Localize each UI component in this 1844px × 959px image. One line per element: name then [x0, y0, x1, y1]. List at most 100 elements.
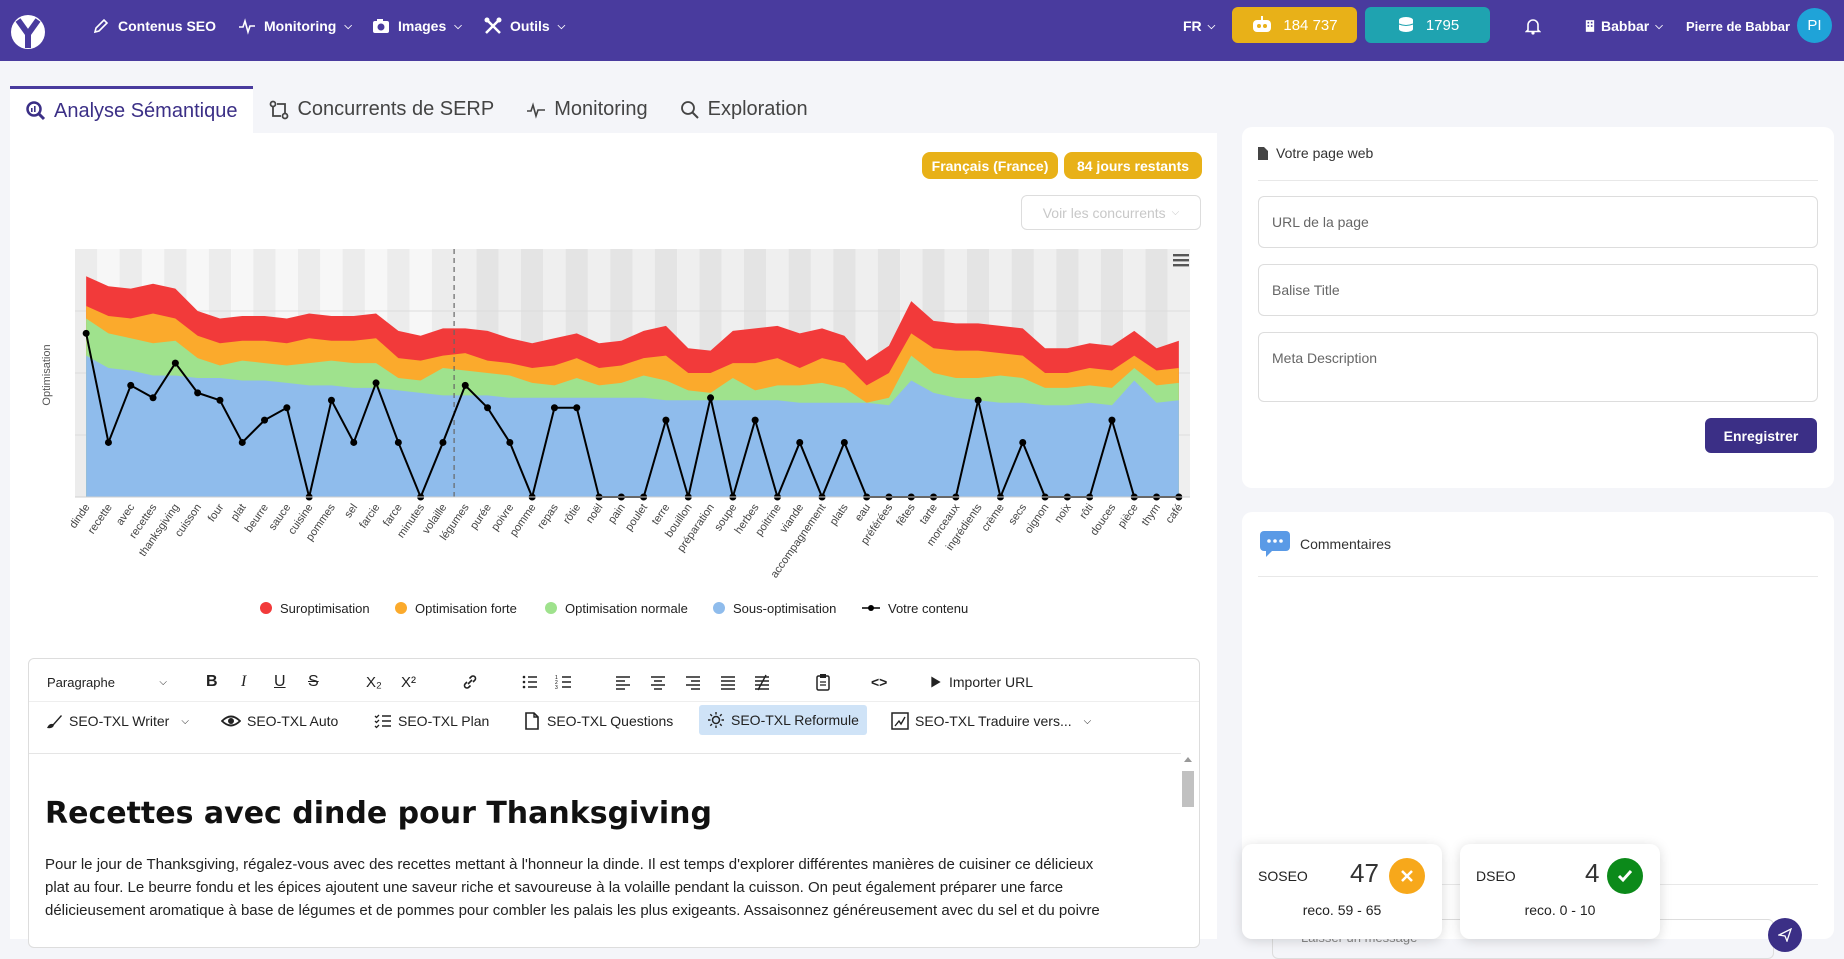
align-right-icon[interactable] [684, 670, 702, 694]
tab-label: Exploration [707, 98, 808, 120]
user-name[interactable]: Pierre de Babbar [1686, 18, 1791, 34]
code-icon[interactable]: <> [871, 674, 888, 690]
tab-label: Monitoring [554, 98, 648, 120]
data-point [394, 438, 402, 446]
italic-icon[interactable]: I [241, 673, 247, 690]
paragraph-line: plat au four. Le beurre fondu et les épi… [45, 879, 1064, 896]
soseo-score-card: SOSEO 47 reco. 59 - 65 [1242, 844, 1442, 939]
nav-label: Monitoring [264, 18, 337, 34]
underline-icon[interactable]: U [274, 673, 286, 690]
compare-icon [270, 100, 289, 119]
align-center-icon[interactable] [649, 670, 667, 694]
compare-competitors-button[interactable]: Voir les concurrents ⌵ [1021, 195, 1201, 230]
data-point [662, 416, 670, 424]
seo-txl-reformule-button[interactable]: SEO-TXL Reformule [699, 705, 867, 735]
language-selector[interactable]: FR ⌵ [1183, 0, 1215, 52]
legend-suroptimisation[interactable]: Suroptimisation [260, 597, 370, 619]
dseo-score-card: DSEO 4 reco. 0 - 10 [1460, 844, 1660, 939]
editor-scrollbar[interactable] [1181, 757, 1195, 937]
legend-label: Votre contenu [888, 600, 969, 616]
link-icon[interactable] [461, 670, 479, 694]
align-left-icon[interactable] [614, 670, 632, 694]
nav-monitoring[interactable]: Monitoring ⌵ [238, 0, 352, 52]
seo-txl-traduire-button[interactable]: SEO-TXL Traduire vers... ⌵ [891, 709, 1091, 733]
data-point [1108, 416, 1116, 424]
webpage-card-title: Votre page web [1276, 145, 1374, 161]
comments-card-header: Commentaires [1258, 529, 1391, 559]
editor-content-area[interactable]: Recettes avec dinde pour Thanksgiving Po… [29, 753, 1181, 947]
legend-dot [713, 602, 725, 614]
nav-contenus-seo[interactable]: Contenus SEO [92, 0, 216, 52]
save-button[interactable]: Enregistrer [1705, 418, 1817, 453]
data-point [216, 396, 224, 404]
x-tick-label: beurre [243, 502, 271, 535]
clear-format-icon[interactable] [753, 670, 771, 694]
avatar[interactable]: PI [1797, 8, 1832, 43]
data-point [283, 404, 291, 412]
title-tag-field[interactable]: Balise Title [1258, 264, 1818, 316]
x-tick-label: plat [229, 502, 249, 523]
workspace-label: Babbar [1601, 18, 1650, 34]
block-format-select[interactable]: Paragraphe ⌵ [47, 670, 167, 694]
seo-txl-writer-button[interactable]: SEO-TXL Writer ⌵ [45, 709, 189, 733]
legend-votre-contenu[interactable]: Votre contenu [862, 597, 968, 619]
seo-txl-plan-button[interactable]: SEO-TXL Plan [374, 709, 489, 733]
tab-analyse-semantique[interactable]: Analyse Sémantique [10, 86, 254, 133]
paragraph-line: délicieusement aromatique à base de légu… [45, 902, 1100, 919]
ai-tool-label: SEO-TXL Questions [547, 713, 674, 729]
nav-label: Images [398, 18, 447, 34]
legend-optimisation-forte[interactable]: Optimisation forte [395, 597, 517, 619]
tab-monitoring[interactable]: Monitoring [510, 86, 663, 133]
chevron-down-icon: ⌵ [159, 676, 167, 688]
tab-concurrents-serp[interactable]: Concurrents de SERP [253, 86, 510, 133]
language-label: FR [1183, 18, 1202, 34]
strikethrough-icon[interactable]: S [308, 673, 319, 690]
language-badge: Français (France) [922, 152, 1058, 179]
block-format-value: Paragraphe [47, 674, 115, 690]
legend-dot [395, 602, 407, 614]
legend-dot [260, 602, 272, 614]
credits-primary-badge[interactable]: 184 737 [1232, 7, 1357, 43]
data-point [484, 404, 492, 412]
import-url-button[interactable]: Importer URL [929, 670, 1033, 694]
paste-icon[interactable] [814, 670, 832, 694]
paragraph-line: Pour le jour de Thanksgiving, régalez-vo… [45, 856, 1094, 873]
subscript-icon[interactable]: X₂ [366, 673, 382, 691]
chart-menu-icon[interactable] [1173, 254, 1189, 267]
pulse-icon [239, 18, 255, 35]
data-point [127, 381, 135, 389]
superscript-icon[interactable]: X² [401, 673, 416, 691]
area-series-sous-optimisation [86, 355, 1179, 497]
scrollbar-thumb[interactable] [1182, 771, 1194, 807]
scroll-up-icon[interactable] [1184, 757, 1192, 762]
days-remaining-badge: 84 jours restants [1064, 152, 1202, 179]
meta-description-field[interactable]: Meta Description [1258, 332, 1818, 402]
send-comment-button[interactable] [1768, 918, 1802, 952]
bell-icon[interactable] [1525, 17, 1541, 35]
tab-exploration[interactable]: Exploration [664, 86, 824, 133]
data-point [840, 438, 848, 446]
score-value: 4 [1585, 858, 1600, 888]
data-point [261, 416, 269, 424]
seo-txl-auto-button[interactable]: SEO-TXL Auto [221, 709, 338, 733]
legend-optimisation-normale[interactable]: Optimisation normale [545, 597, 688, 619]
bullet-list-icon[interactable] [521, 670, 539, 694]
nav-images[interactable]: Images ⌵ [372, 0, 462, 52]
nav-outils[interactable]: Outils ⌵ [484, 0, 565, 52]
x-tick-label: pain [606, 502, 628, 526]
workspace-selector[interactable]: Babbar ⌵ [1585, 0, 1663, 52]
legend-sous-optimisation[interactable]: Sous-optimisation [713, 597, 836, 619]
credits-secondary-badge[interactable]: 1795 [1365, 7, 1490, 43]
ai-tool-label: SEO-TXL Reformule [731, 712, 859, 728]
webpage-card-header: Votre page web [1258, 145, 1373, 161]
seo-txl-questions-button[interactable]: SEO-TXL Questions [523, 709, 673, 733]
divider [1258, 180, 1818, 181]
align-justify-icon[interactable] [719, 670, 737, 694]
y-axis-label: Optimisation [41, 344, 53, 405]
compare-button-label: Voir les concurrents [1042, 204, 1166, 221]
app-logo-icon[interactable] [10, 6, 46, 54]
bold-icon[interactable]: B [206, 673, 218, 690]
url-field[interactable]: URL de la page [1258, 196, 1818, 248]
